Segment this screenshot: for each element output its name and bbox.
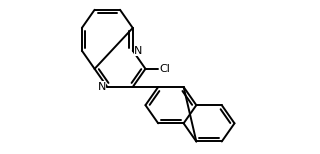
Text: Cl: Cl (160, 64, 171, 74)
Text: N: N (134, 46, 143, 56)
Text: N: N (98, 82, 106, 92)
